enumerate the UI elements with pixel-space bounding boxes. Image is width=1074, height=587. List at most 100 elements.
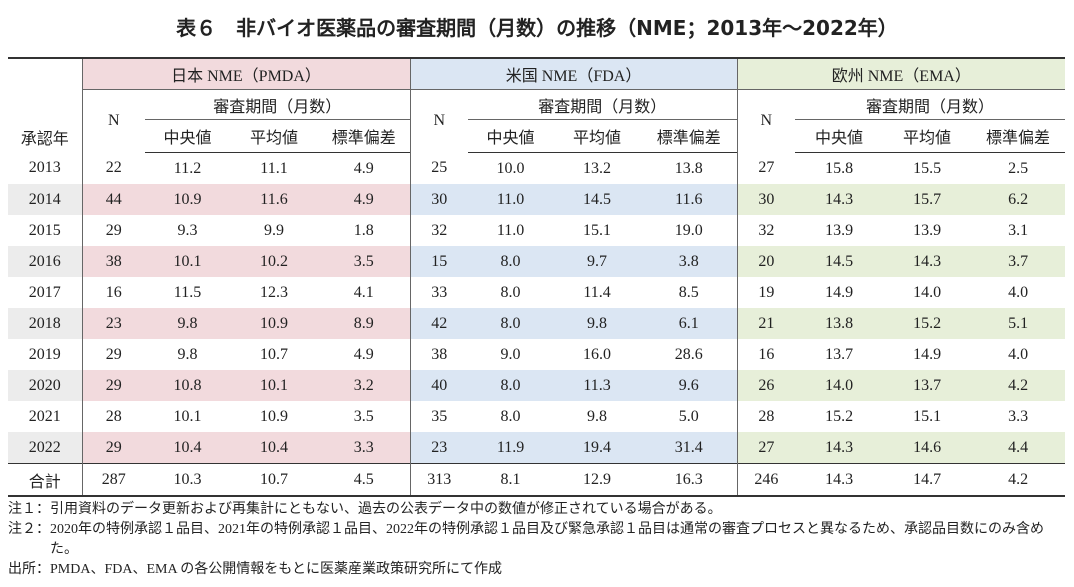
value-cell: 4.9 <box>318 184 411 215</box>
value-cell: 14.3 <box>795 184 884 215</box>
group-header: 欧州 NME（EMA） <box>736 58 1066 90</box>
value-cell: 19.4 <box>553 432 642 464</box>
value-cell: 27 <box>736 432 796 464</box>
value-cell: 9.8 <box>553 308 642 339</box>
note-label: 注２： <box>8 522 50 537</box>
value-cell: 40 <box>409 370 469 401</box>
value-cell: 8.0 <box>468 308 554 339</box>
value-cell: 16.3 <box>641 463 738 496</box>
value-cell: 38 <box>409 339 469 370</box>
value-cell: 32 <box>736 215 796 246</box>
value-cell: 3.8 <box>641 246 738 277</box>
value-cell: 8.5 <box>678 283 699 301</box>
value-cell: 15.8 <box>825 159 854 177</box>
value-cell: 14.9 <box>913 345 942 363</box>
value-cell: 29 <box>81 370 145 401</box>
value-cell: 11.4 <box>583 283 611 301</box>
value-cell: 10.4 <box>230 432 318 464</box>
year-cell: 2014 <box>8 184 82 215</box>
value-cell: 3.3 <box>318 432 411 464</box>
note-label: 注１： <box>8 502 50 517</box>
value-cell: 10.1 <box>173 407 202 425</box>
note: 注１： 引用資料のデータ更新および再集計にともない、過去の公表データ中の数値が修正… <box>8 500 1066 520</box>
value-cell: 15.5 <box>913 159 942 177</box>
value-cell: 10.4 <box>145 432 230 464</box>
value-cell: 13.7 <box>883 370 972 401</box>
data-row: 2020 29 10.8 10.1 3.2 40 8.0 11.3 9.6 26 14.0 13.7 4… <box>8 370 1066 401</box>
value-cell: 9.8 <box>145 308 230 339</box>
year-cell: 2022 <box>8 432 82 464</box>
value-cell: 10.2 <box>230 246 318 277</box>
value-cell: 32 <box>409 215 469 246</box>
value-cell: 20 <box>736 246 796 277</box>
value-cell: 1.8 <box>353 221 374 239</box>
value-cell: 10.3 <box>145 463 230 496</box>
year-cell: 2019 <box>28 345 61 363</box>
value-cell: 38 <box>81 246 145 277</box>
stat-header: 標準偏差 <box>641 119 738 153</box>
value-cell: 14.6 <box>883 432 972 464</box>
stat-header: 標準偏差 <box>971 119 1066 153</box>
stat-header: 中央値 <box>795 119 884 153</box>
value-cell: 3.1 <box>1008 221 1029 239</box>
value-cell: 16.0 <box>583 345 612 363</box>
value-cell: 14.5 <box>553 184 642 215</box>
data-row: 2018 23 9.8 10.9 8.9 42 8.0 9.8 6.1 21 13.8 15.2 5.1 <box>8 308 1066 339</box>
value-cell: 44 <box>81 184 145 215</box>
value-cell: 9.3 <box>177 221 198 239</box>
value-cell: 14.7 <box>883 463 972 496</box>
note-text: PMDA、FDA、EMA の各公開情報をもとに医薬産業政策研究所にて作成 <box>50 562 503 577</box>
value-cell: 8.0 <box>500 407 521 425</box>
value-cell: 29 <box>81 432 145 464</box>
value-cell: 14.3 <box>883 246 972 277</box>
value-cell: 13.9 <box>913 221 942 239</box>
value-cell: 33 <box>409 277 469 308</box>
value-cell: 8.0 <box>468 246 554 277</box>
value-cell: 29 <box>81 215 145 246</box>
value-cell: 4.2 <box>971 370 1066 401</box>
value-cell: 10.1 <box>230 370 318 401</box>
value-cell: 14.0 <box>913 283 942 301</box>
note-text: 引用資料のデータ更新および再集計にともない、過去の公表データ中の数値が修正されて… <box>50 502 722 517</box>
value-cell: 14.9 <box>825 283 854 301</box>
value-cell: 13.9 <box>825 221 854 239</box>
stat-header: 中央値 <box>468 119 554 153</box>
value-cell: 8.9 <box>318 308 411 339</box>
value-cell: 10.1 <box>145 246 230 277</box>
value-cell: 42 <box>409 308 469 339</box>
value-cell: 9.8 <box>177 345 198 363</box>
value-cell: 23 <box>409 432 469 464</box>
value-cell: 4.1 <box>353 283 374 301</box>
value-cell: 9.8 <box>587 407 608 425</box>
value-cell: 13.8 <box>674 159 703 177</box>
note: 出所： PMDA、FDA、EMA の各公開情報をもとに医薬産業政策研究所にて作成 <box>8 560 1066 580</box>
data-row: 2021 28 10.1 10.9 3.5 35 8.0 9.8 5.0 28 15.2 15.1 3.… <box>8 401 1065 432</box>
value-cell: 29 <box>81 339 145 370</box>
value-cell: 4.0 <box>1008 283 1029 301</box>
value-cell: 13.8 <box>795 308 884 339</box>
value-cell: 9.6 <box>641 370 738 401</box>
value-cell: 2.5 <box>1008 159 1029 177</box>
value-cell: 11.1 <box>260 159 288 177</box>
year-cell: 2017 <box>28 283 61 301</box>
value-cell: 10.0 <box>496 159 525 177</box>
value-cell: 12.3 <box>260 283 288 301</box>
value-cell: 15.2 <box>825 407 854 425</box>
value-cell: 6.2 <box>971 184 1066 215</box>
value-cell: 13.2 <box>583 159 612 177</box>
value-cell: 4.4 <box>971 432 1066 464</box>
value-cell: 4.9 <box>353 345 374 363</box>
stat-header: 平均値 <box>883 119 972 153</box>
value-cell: 15.7 <box>883 184 972 215</box>
value-cell: 14.5 <box>795 246 884 277</box>
value-cell: 10.7 <box>230 463 318 496</box>
value-cell: 10.7 <box>260 345 288 363</box>
value-cell: 28 <box>736 401 796 432</box>
title: 表６ 非バイオ医薬品の審査期間（月数）の推移（NME；2013年～2022年） <box>176 16 898 40</box>
value-cell: 13.7 <box>825 345 854 363</box>
value-cell: 10.9 <box>145 184 230 215</box>
value-cell: 11.0 <box>496 221 525 239</box>
year-cell: 2018 <box>8 308 82 339</box>
value-cell: 11.0 <box>468 184 554 215</box>
